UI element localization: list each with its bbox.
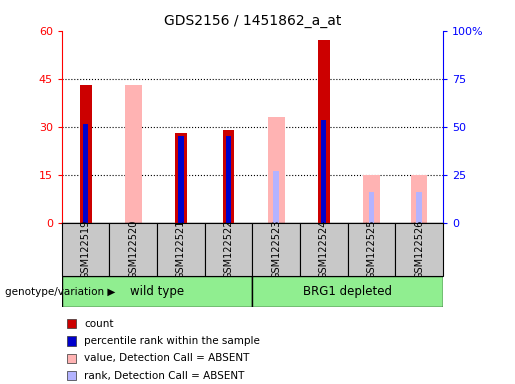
Text: GSM122525: GSM122525 <box>367 220 376 279</box>
Bar <box>80 85 92 223</box>
Bar <box>411 175 427 223</box>
Text: GSM122526: GSM122526 <box>414 220 424 279</box>
Bar <box>348 223 395 276</box>
Text: count: count <box>84 319 113 329</box>
Bar <box>204 223 252 276</box>
Bar <box>175 133 187 223</box>
Bar <box>300 223 348 276</box>
Text: GSM122520: GSM122520 <box>128 220 138 279</box>
Text: percentile rank within the sample: percentile rank within the sample <box>84 336 260 346</box>
Bar <box>226 136 231 223</box>
Text: genotype/variation ▶: genotype/variation ▶ <box>5 287 115 297</box>
Text: BRG1 depleted: BRG1 depleted <box>303 285 392 298</box>
Bar <box>417 192 422 223</box>
Text: GSM122519: GSM122519 <box>81 220 91 279</box>
Bar <box>178 136 183 223</box>
Bar <box>363 175 380 223</box>
Bar <box>318 40 330 223</box>
Bar <box>109 223 157 276</box>
Text: GSM122521: GSM122521 <box>176 220 186 279</box>
Bar <box>222 130 234 223</box>
Bar <box>395 223 443 276</box>
Bar <box>157 223 204 276</box>
Bar <box>321 120 327 223</box>
Bar <box>273 171 279 223</box>
Text: GSM122523: GSM122523 <box>271 220 281 279</box>
Text: value, Detection Call = ABSENT: value, Detection Call = ABSENT <box>84 353 249 363</box>
Bar <box>62 276 252 307</box>
Text: rank, Detection Call = ABSENT: rank, Detection Call = ABSENT <box>84 371 244 381</box>
Bar <box>268 117 284 223</box>
Bar <box>83 124 88 223</box>
Text: GSM122524: GSM122524 <box>319 220 329 279</box>
Bar <box>62 223 109 276</box>
Text: GSM122522: GSM122522 <box>224 220 233 279</box>
Text: wild type: wild type <box>130 285 184 298</box>
Bar <box>125 85 142 223</box>
Bar <box>252 223 300 276</box>
Bar <box>369 192 374 223</box>
Bar <box>252 276 443 307</box>
Title: GDS2156 / 1451862_a_at: GDS2156 / 1451862_a_at <box>164 14 341 28</box>
